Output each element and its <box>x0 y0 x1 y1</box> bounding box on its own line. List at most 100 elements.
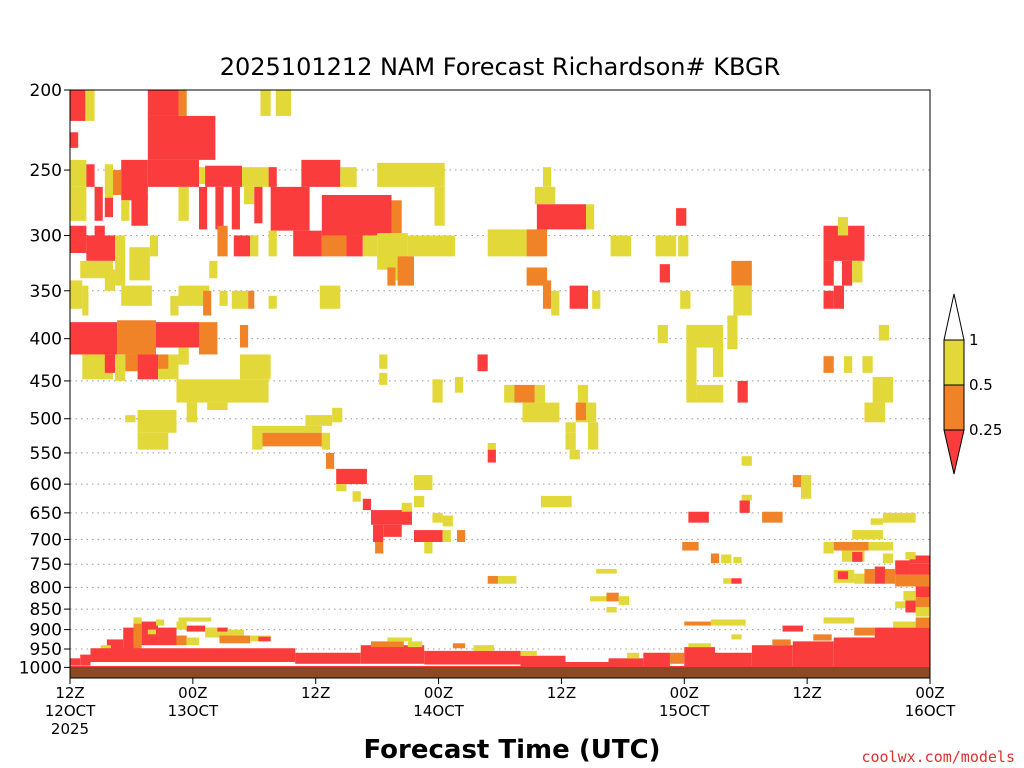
ri-cell-red <box>383 524 402 537</box>
plot-frame <box>69 89 931 679</box>
ri-cell-yellow <box>332 407 343 423</box>
ri-cell-orange <box>823 356 834 373</box>
ri-cell-red <box>233 235 251 257</box>
ri-cell-yellow <box>379 372 388 385</box>
ri-cell-orange <box>219 635 251 644</box>
ri-cell-yellow <box>186 402 197 423</box>
ri-cell-yellow <box>147 629 156 635</box>
ri-cell-orange <box>133 623 142 649</box>
ri-cell-orange <box>514 384 535 403</box>
ri-cell-yellow <box>862 356 873 373</box>
ri-cell-red <box>608 658 644 669</box>
ri-cell-red <box>147 90 179 116</box>
ri-cell-yellow <box>219 290 228 306</box>
y-tick-label: 750 <box>30 555 62 575</box>
ri-cell-yellow <box>723 578 732 584</box>
ri-cell-yellow <box>340 167 357 187</box>
ri-cell-yellow <box>852 530 883 540</box>
ri-cell-red <box>837 571 849 580</box>
ri-cell-yellow <box>321 432 331 450</box>
ri-cell-yellow <box>731 634 742 640</box>
ri-cell-red <box>659 264 670 283</box>
ri-cell-red <box>258 636 271 642</box>
ri-cell-red <box>536 204 586 230</box>
ri-cell-yellow <box>864 402 885 423</box>
ri-cell-yellow <box>125 415 136 423</box>
ri-cell-yellow <box>262 425 322 433</box>
ri-cell-orange <box>397 256 414 286</box>
ri-cell-red <box>215 186 224 230</box>
ri-cell-red <box>217 627 228 632</box>
ri-cell-red <box>86 235 116 261</box>
ri-cell-red <box>676 208 687 226</box>
ri-cell-yellow <box>680 290 691 309</box>
ri-cell-yellow <box>497 575 517 584</box>
ri-cell-yellow <box>250 235 259 257</box>
ri-cell-yellow <box>231 290 249 309</box>
legend-swatch-0_5-1 <box>943 339 965 386</box>
ri-cell-yellow <box>733 556 742 564</box>
ri-cell-red <box>293 230 322 257</box>
ri-cell-yellow <box>242 167 269 187</box>
ri-cell-yellow <box>733 285 752 316</box>
y-tick-label: 700 <box>30 530 62 550</box>
legend-swatch-gt-1 <box>943 293 965 341</box>
ri-cell-orange <box>125 354 138 372</box>
y-tick-label: 350 <box>30 282 62 302</box>
ri-cell-red <box>131 194 148 226</box>
ri-cell-yellow <box>903 590 916 601</box>
ri-cell-yellow <box>414 475 433 491</box>
ri-cell-yellow <box>442 515 453 527</box>
ri-cell-red <box>371 510 412 525</box>
ri-cell-yellow <box>70 280 83 309</box>
ri-cell-yellow <box>657 324 668 344</box>
ri-cell-yellow <box>407 641 423 648</box>
ri-cell-red <box>414 530 443 542</box>
ri-cell-red <box>909 555 930 564</box>
ri-cell-yellow <box>606 606 617 613</box>
ri-cell-red <box>895 560 910 575</box>
y-tick-label: 900 <box>30 621 62 641</box>
ri-cell-orange <box>915 597 930 607</box>
ri-cell-yellow <box>534 186 556 205</box>
ri-cell-yellow <box>801 475 812 499</box>
ri-cell-yellow <box>442 530 451 542</box>
ri-cell-yellow <box>260 90 271 116</box>
ri-cell-orange <box>854 627 875 636</box>
ri-cell-red <box>80 654 91 666</box>
ri-cell-orange <box>682 541 699 551</box>
ri-cell-orange <box>772 639 791 646</box>
ri-cell-red <box>346 235 363 257</box>
y-tick-label: 650 <box>30 504 62 524</box>
y-tick-label: 250 <box>30 161 62 181</box>
ri-cell-yellow <box>432 512 443 523</box>
ri-cell-yellow <box>156 619 165 626</box>
ri-cell-yellow <box>727 315 738 350</box>
ri-cell-yellow <box>387 637 412 642</box>
ri-cell-red <box>90 648 296 662</box>
ri-cell-yellow <box>577 384 589 403</box>
x-tick-label: 00Z <box>915 684 944 702</box>
ri-cell-yellow <box>137 432 169 450</box>
ri-cell-yellow <box>178 285 210 306</box>
ri-cell-yellow <box>882 512 916 523</box>
ri-cell-orange <box>262 432 322 447</box>
ri-cell-yellow <box>882 553 894 564</box>
ri-cell-orange <box>217 225 228 257</box>
ri-cell-orange <box>199 322 218 355</box>
ri-cell-orange <box>833 541 869 551</box>
ri-cell-yellow <box>186 637 199 646</box>
ri-cell-yellow <box>823 617 855 624</box>
ri-cell-red <box>70 132 79 148</box>
ri-cell-yellow <box>878 324 890 341</box>
ri-cell-yellow <box>522 402 560 423</box>
x-tick-label: 00Z <box>670 684 699 702</box>
ri-cell-yellow <box>678 235 689 257</box>
ri-cell-red <box>477 354 488 372</box>
ri-cell-red <box>336 468 367 485</box>
ri-cell-red <box>737 380 748 403</box>
credit-text: coolwx.com/models <box>861 748 1015 766</box>
ri-cell-yellow <box>893 621 916 628</box>
y-tick-label: 850 <box>30 600 62 620</box>
